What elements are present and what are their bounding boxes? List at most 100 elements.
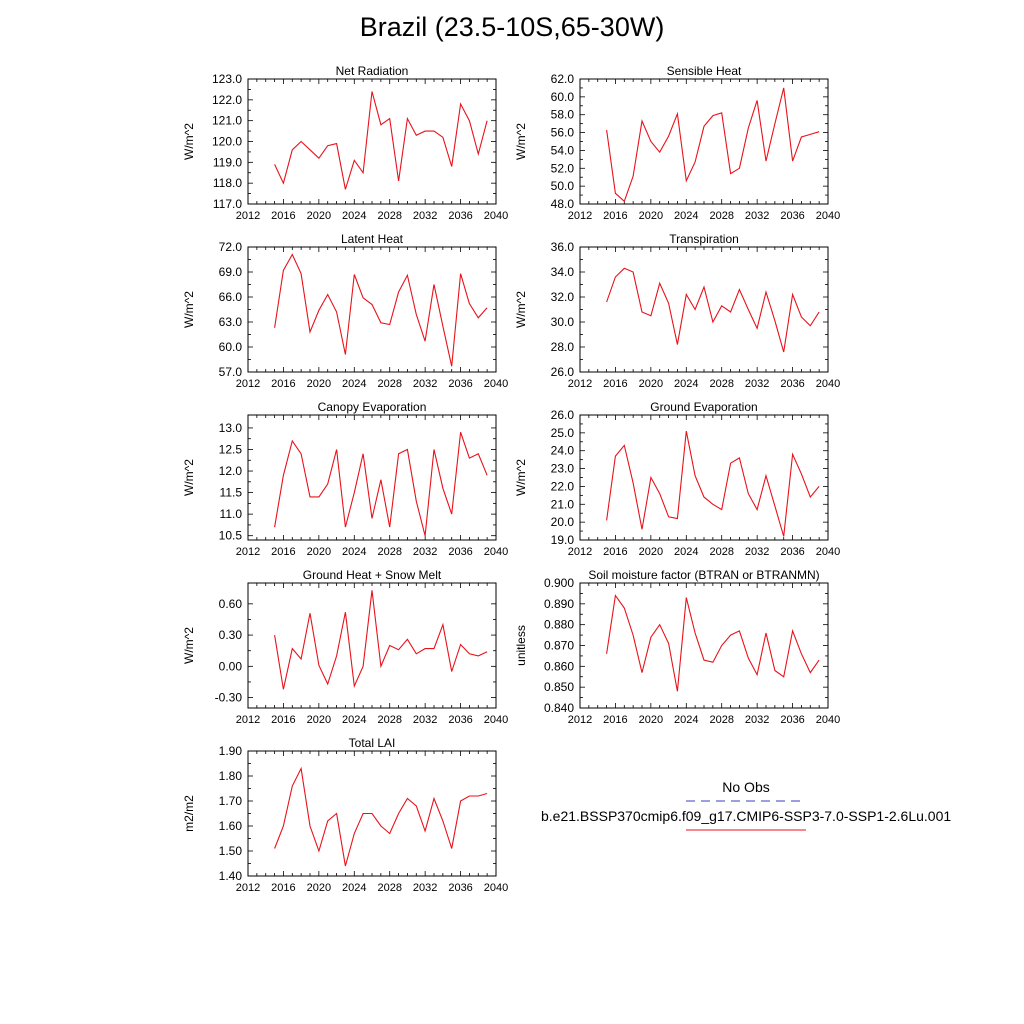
y-axis-label: W/m^2 [514,459,528,496]
x-tick-label: 2024 [674,378,698,390]
x-tick-label: 2036 [780,210,804,222]
x-tick-label: 2036 [448,714,472,726]
x-tick-label: 2020 [639,546,663,558]
x-tick-label: 2040 [816,714,840,726]
x-tick-label: 2028 [709,714,733,726]
y-tick-label: 69.0 [219,265,243,279]
panel-title: Transpiration [669,232,739,246]
series-line [274,253,488,367]
x-tick-label: 2032 [745,378,769,390]
y-tick-label: 118.0 [213,176,242,190]
x-tick-label: 2036 [780,378,804,390]
y-tick-label: 1.70 [219,794,243,808]
series-line [274,590,488,690]
x-tick-label: 2012 [236,882,260,894]
y-tick-label: 1.90 [219,744,243,758]
y-tick-label: 11.0 [220,507,243,521]
chart-panel: Canopy Evaporation 2012 2016 2020 2024 2028 20… [182,400,508,558]
y-tick-label: 0.840 [544,701,574,715]
y-tick-label: 52.0 [551,161,575,175]
y-tick-label: 50.0 [551,179,575,193]
chart-panel: Ground Heat + Snow Melt 2012 2016 2020 2024 2… [182,568,508,726]
y-tick-label: 0.870 [544,639,574,653]
x-tick-label: 2016 [271,546,295,558]
page-title: Brazil (23.5-10S,65-30W) [359,12,665,42]
y-tick-label: 0.850 [544,680,574,694]
x-tick-label: 2016 [271,882,295,894]
y-tick-label: 117.0 [213,197,242,211]
y-tick-label: 122.0 [212,93,242,107]
panel-title: Ground Evaporation [650,400,757,414]
panel-title: Canopy Evaporation [318,400,427,414]
x-tick-label: 2024 [342,378,366,390]
x-tick-label: 2040 [484,546,508,558]
x-tick-label: 2012 [568,378,592,390]
panel-title: Net Radiation [336,64,409,78]
y-tick-label: 58.0 [551,108,575,122]
y-tick-label: 30.0 [551,315,575,329]
y-axis-label: W/m^2 [182,459,196,496]
y-tick-label: 26.0 [551,408,575,422]
x-tick-label: 2012 [236,714,260,726]
x-tick-label: 2020 [639,210,663,222]
x-tick-label: 2032 [413,378,437,390]
legend-model-label: b.e21.BSSP370cmip6.f09_g17.CMIP6-SSP3-7.… [541,808,952,824]
y-tick-label: 0.890 [544,597,574,611]
series-line [274,91,488,190]
x-tick-label: 2032 [413,546,437,558]
x-tick-label: 2024 [342,714,366,726]
y-tick-label: 12.5 [219,442,243,456]
x-tick-label: 2028 [709,546,733,558]
y-tick-label: 63.0 [219,315,243,329]
x-tick-label: 2024 [674,546,698,558]
x-tick-label: 2016 [603,546,627,558]
series-line [606,87,820,203]
y-axis-label: unitless [514,625,528,666]
y-tick-label: 0.880 [544,618,574,632]
x-tick-label: 2036 [780,714,804,726]
x-tick-label: 2024 [342,546,366,558]
y-axis-label: m2/m2 [182,795,196,832]
x-tick-label: 2020 [307,714,331,726]
x-tick-label: 2040 [816,378,840,390]
y-tick-label: 24.0 [551,444,575,458]
y-tick-label: 1.50 [219,844,243,858]
chart-panel: Soil moisture factor (BTRAN or BTRANMN) 2… [514,568,840,726]
y-tick-label: 0.30 [219,628,243,642]
x-tick-label: 2028 [709,210,733,222]
panel-title: Soil moisture factor (BTRAN or BTRANMN) [588,568,819,582]
chart-panel: Transpiration 2012 2016 2020 2024 2028 2032 203… [514,232,840,390]
y-tick-label: 57.0 [219,365,243,379]
y-tick-label: 54.0 [551,143,575,157]
y-tick-label: 0.860 [544,659,574,673]
x-tick-label: 2020 [307,210,331,222]
x-tick-label: 2016 [603,378,627,390]
chart-panel: Ground Evaporation 2012 2016 2020 2024 2028 20… [514,400,840,558]
x-tick-label: 2012 [568,210,592,222]
y-tick-label: 23.0 [551,462,575,476]
x-tick-label: 2020 [639,378,663,390]
x-tick-label: 2024 [674,210,698,222]
x-tick-label: 2036 [448,210,472,222]
x-tick-label: 2040 [484,378,508,390]
x-tick-label: 2012 [236,546,260,558]
y-tick-label: 48.0 [551,197,575,211]
panel-title: Latent Heat [341,232,404,246]
legend-obs-label: No Obs [722,779,770,795]
y-tick-label: 60.0 [219,340,243,354]
x-tick-label: 2016 [271,210,295,222]
x-tick-label: 2028 [377,210,401,222]
x-tick-label: 2016 [603,210,627,222]
panel-title: Sensible Heat [667,64,742,78]
x-tick-label: 2028 [377,378,401,390]
y-tick-label: 120.0 [212,135,242,149]
y-tick-label: 0.00 [219,659,243,673]
x-tick-label: 2028 [377,714,401,726]
x-tick-label: 2016 [271,714,295,726]
x-tick-label: 2036 [448,882,472,894]
y-tick-label: 13.0 [219,421,243,435]
x-tick-label: 2028 [377,882,401,894]
x-tick-label: 2016 [603,714,627,726]
y-tick-label: 119.0 [213,155,242,169]
